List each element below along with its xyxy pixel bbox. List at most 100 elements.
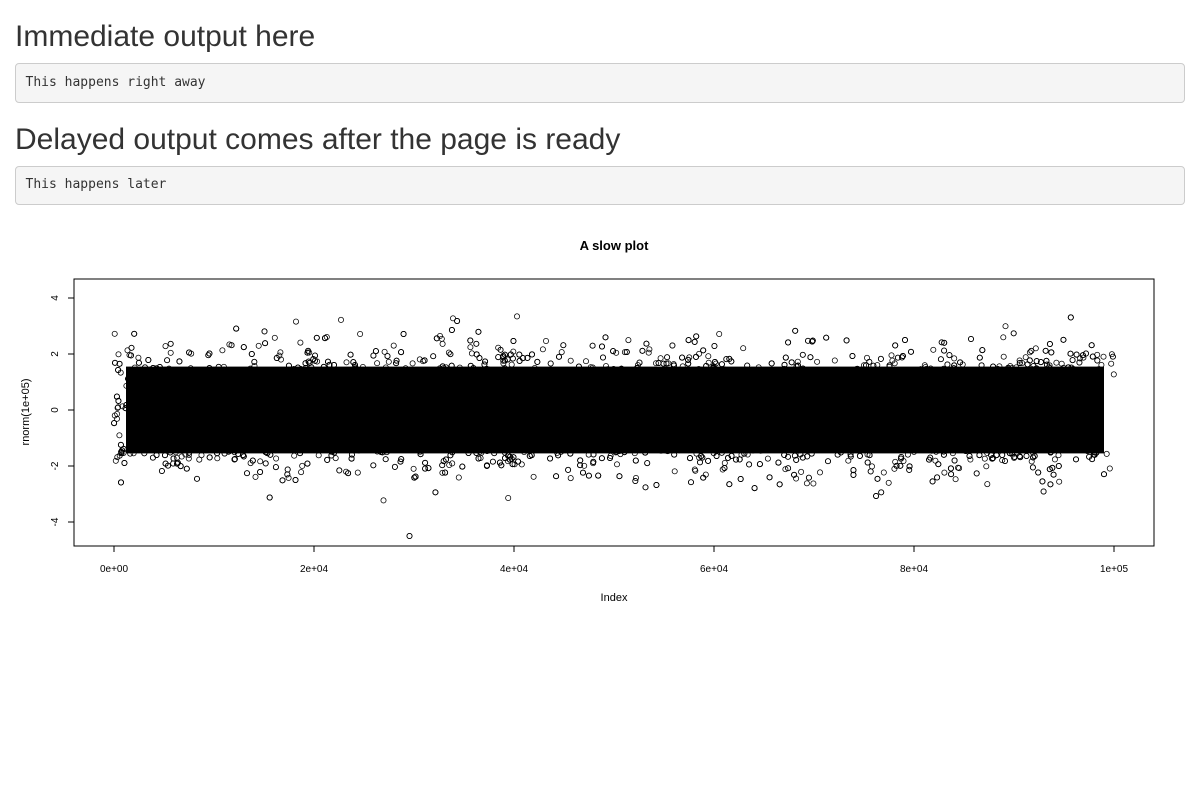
data-point — [1009, 365, 1016, 372]
data-point — [709, 445, 716, 452]
data-point — [598, 455, 605, 462]
data-point — [128, 344, 135, 351]
data-point — [634, 365, 641, 372]
data-point — [312, 352, 318, 359]
data-point — [817, 445, 824, 452]
data-point — [1074, 384, 1081, 391]
data-point — [1103, 451, 1110, 457]
data-point — [874, 362, 881, 369]
data-point — [583, 358, 589, 365]
data-point — [696, 350, 703, 357]
data-point — [485, 406, 492, 413]
data-point — [417, 445, 424, 452]
data-point — [190, 444, 197, 451]
data-point — [1089, 353, 1096, 360]
data-point — [463, 418, 470, 425]
data-point — [482, 376, 489, 383]
data-point — [489, 458, 496, 465]
data-point — [539, 346, 546, 353]
data-point — [605, 399, 611, 405]
data-point — [764, 455, 771, 462]
data-point — [1014, 399, 1021, 406]
data-point — [1035, 381, 1042, 388]
data-point — [787, 418, 794, 425]
data-point — [1032, 419, 1039, 426]
data-point — [981, 455, 988, 462]
data-point — [726, 481, 733, 488]
y-axis: -4 -2 0 2 4 — [50, 295, 75, 527]
data-point — [906, 374, 913, 381]
data-point — [958, 375, 965, 382]
data-point — [271, 409, 278, 416]
data-point — [547, 455, 554, 462]
data-point — [795, 374, 802, 381]
data-point — [1034, 396, 1041, 403]
data-point — [755, 364, 762, 371]
data-point — [771, 420, 778, 427]
data-point — [264, 401, 271, 408]
data-point — [671, 451, 678, 458]
data-point — [158, 468, 165, 475]
data-point — [756, 461, 763, 468]
data-point — [439, 363, 446, 370]
data-point — [703, 363, 710, 370]
data-point — [930, 346, 937, 353]
data-point — [343, 359, 350, 366]
output-block-delayed: This happens later — [15, 165, 1185, 206]
data-point — [228, 342, 235, 349]
data-point — [545, 397, 552, 404]
data-point — [279, 477, 286, 484]
data-point — [420, 358, 427, 365]
data-point — [999, 452, 1006, 459]
data-point — [697, 459, 703, 466]
data-point — [385, 358, 392, 365]
data-point — [670, 362, 677, 369]
data-point — [119, 447, 126, 454]
data-point — [995, 426, 1002, 433]
data-point — [1095, 366, 1102, 373]
data-point — [579, 389, 586, 396]
data-point — [678, 421, 685, 428]
data-point — [354, 469, 361, 476]
data-point — [1035, 469, 1042, 476]
data-point — [926, 415, 933, 422]
data-point — [565, 467, 572, 473]
data-point — [1047, 375, 1054, 382]
data-point — [176, 446, 183, 453]
data-point — [817, 469, 823, 476]
data-point — [217, 443, 224, 450]
data-point — [740, 345, 747, 352]
data-point — [439, 426, 446, 433]
data-point — [850, 472, 857, 478]
data-point — [325, 358, 331, 365]
data-point — [183, 465, 190, 472]
data-point — [1094, 357, 1101, 364]
data-point — [285, 362, 292, 369]
data-point — [600, 354, 606, 361]
data-point — [874, 475, 881, 482]
data-point — [657, 355, 664, 362]
data-point — [459, 463, 466, 470]
data-point — [796, 447, 803, 454]
data-point — [749, 422, 755, 429]
data-point — [983, 463, 990, 470]
data-point — [509, 408, 516, 415]
data-point — [788, 359, 795, 366]
data-point — [135, 384, 142, 391]
data-point — [997, 384, 1004, 391]
data-point — [454, 367, 461, 374]
data-point — [235, 432, 242, 438]
data-point — [393, 357, 400, 364]
data-point — [751, 485, 758, 492]
data-point — [360, 419, 367, 425]
data-point — [328, 448, 335, 455]
data-point — [113, 393, 120, 400]
plot-container: A slow plot 0e+00 2e+04 4e+04 6e+04 8e+04 1e+… — [0, 225, 1200, 610]
data-point — [450, 431, 457, 438]
data-point — [352, 368, 359, 375]
data-point — [978, 397, 985, 404]
data-point — [117, 441, 124, 448]
data-point — [407, 431, 414, 438]
data-point — [591, 386, 598, 393]
data-point — [832, 437, 839, 444]
